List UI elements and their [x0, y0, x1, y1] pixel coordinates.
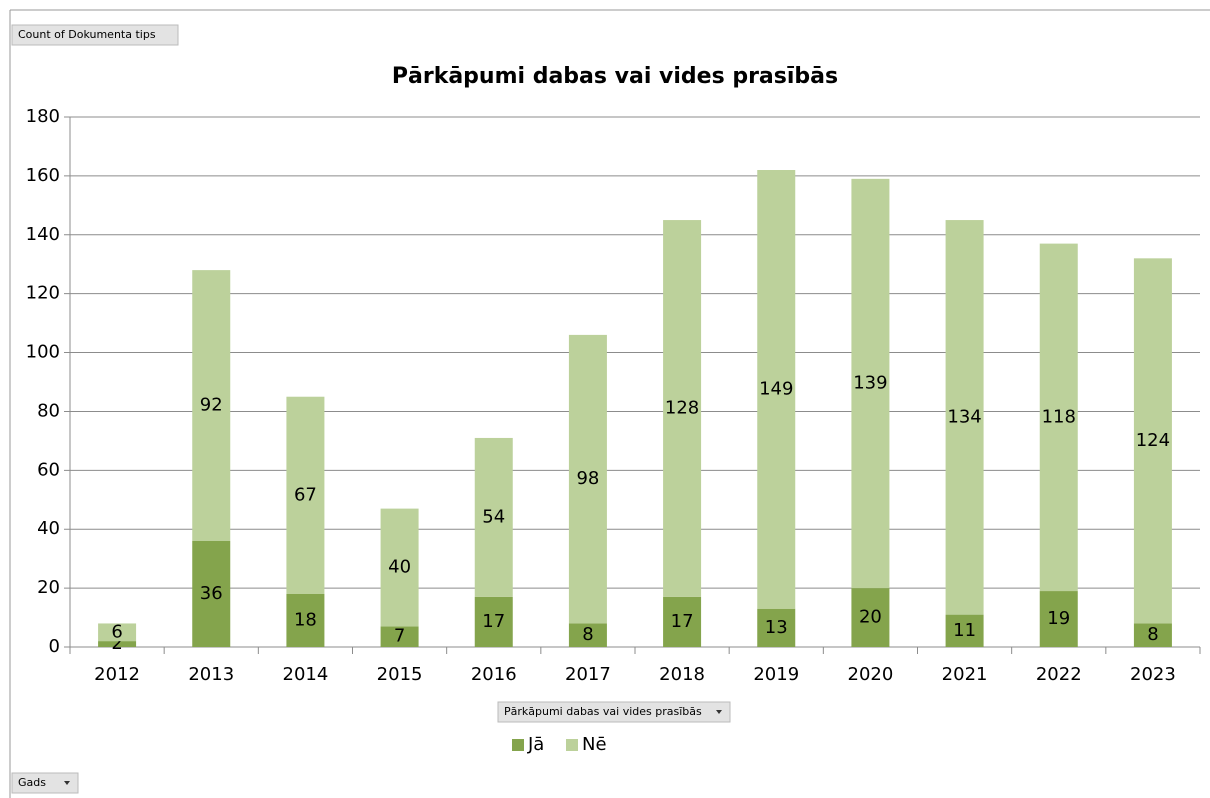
data-label: 128: [665, 398, 699, 419]
data-label: 20: [859, 607, 882, 628]
data-label: 98: [576, 468, 599, 489]
button-label: Gads: [18, 776, 46, 789]
value-field-button[interactable]: Count of Dokumenta tips: [11, 24, 179, 46]
y-tick-label: 180: [26, 106, 60, 127]
data-label: 54: [482, 506, 505, 527]
data-label: 17: [671, 611, 694, 632]
y-tick-label: 140: [26, 224, 60, 245]
bar-segment: [380, 626, 419, 647]
bar-segment: [851, 588, 890, 647]
bar-segment: [192, 541, 231, 647]
data-label: 17: [482, 611, 505, 632]
x-tick-label: 2023: [1130, 664, 1176, 685]
bar-segment: [568, 334, 607, 624]
x-tick-label: 2018: [659, 664, 705, 685]
y-tick-label: 160: [26, 165, 60, 186]
x-tick-label: 2016: [471, 664, 517, 685]
y-tick-label: 0: [49, 636, 60, 657]
data-label: 92: [200, 395, 223, 416]
data-label: 8: [1147, 624, 1158, 645]
bar-segment: [1133, 258, 1172, 624]
x-tick-label: 2017: [565, 664, 611, 685]
bar-segment: [286, 396, 325, 594]
x-tick-label: 2022: [1036, 664, 1082, 685]
bar-segment: [945, 614, 984, 647]
x-tick-label: 2019: [753, 664, 799, 685]
data-label: 19: [1047, 608, 1070, 629]
legend-swatch: [566, 739, 578, 751]
data-label: 11: [953, 620, 976, 641]
x-tick-label: 2013: [188, 664, 234, 685]
x-tick-label: 2021: [942, 664, 988, 685]
bar-segment: [192, 270, 231, 541]
chart-title: Pārkāpumi dabas vai vides prasībās: [392, 64, 838, 89]
bar-segment: [1039, 243, 1078, 592]
data-label: 18: [294, 610, 317, 631]
bar-segment: [1133, 623, 1172, 647]
data-label: 7: [394, 626, 405, 647]
legend-field-button[interactable]: Pārkāpumi dabas vai vides prasībās: [497, 701, 731, 723]
data-label: 2: [111, 633, 122, 654]
bar-segment: [663, 596, 702, 647]
button-label: Count of Dokumenta tips: [18, 28, 156, 41]
button-bg: [11, 772, 79, 794]
y-tick-label: 100: [26, 342, 60, 363]
bar-segment: [98, 623, 137, 642]
y-tick-label: 20: [37, 577, 60, 598]
y-tick-label: 40: [37, 518, 60, 539]
data-label: 8: [582, 624, 593, 645]
bar-segment: [945, 220, 984, 615]
data-label: 6: [111, 621, 122, 642]
y-tick-label: 120: [26, 283, 60, 304]
bar-segment: [757, 608, 796, 647]
y-tick-label: 80: [37, 400, 60, 421]
bar-segment: [474, 596, 513, 647]
bar-segment: [98, 641, 137, 647]
bar-segment: [286, 594, 325, 647]
bar-segment: [380, 508, 419, 627]
button-label: Pārkāpumi dabas vai vides prasībās: [504, 705, 702, 718]
dropdown-arrow: [64, 781, 70, 785]
y-tick-label: 60: [37, 459, 60, 480]
bar-segment: [568, 623, 607, 647]
dropdown-arrow: [716, 710, 722, 714]
x-tick-label: 2020: [848, 664, 894, 685]
axis-field-button[interactable]: Gads: [11, 772, 79, 794]
data-label: 13: [765, 617, 788, 638]
x-tick-label: 2014: [283, 664, 329, 685]
data-label: 124: [1136, 430, 1170, 451]
data-label: 36: [200, 583, 223, 604]
button-bg: [497, 701, 731, 723]
bar-segment: [757, 170, 796, 609]
data-label: 40: [388, 557, 411, 578]
data-label: 139: [853, 372, 887, 393]
bar-segment: [1039, 591, 1078, 647]
data-label: 134: [947, 406, 981, 427]
legend-label: Jā: [527, 734, 544, 755]
button-bg: [11, 24, 179, 46]
x-tick-label: 2012: [94, 664, 140, 685]
legend-label: Nē: [582, 734, 607, 755]
bar-segment: [474, 437, 513, 597]
bar-segment: [851, 178, 890, 589]
bar-segment: [663, 220, 702, 597]
data-label: 118: [1042, 406, 1076, 427]
data-label: 67: [294, 484, 317, 505]
legend-swatch: [512, 739, 524, 751]
x-tick-label: 2015: [377, 664, 423, 685]
data-label: 149: [759, 378, 793, 399]
